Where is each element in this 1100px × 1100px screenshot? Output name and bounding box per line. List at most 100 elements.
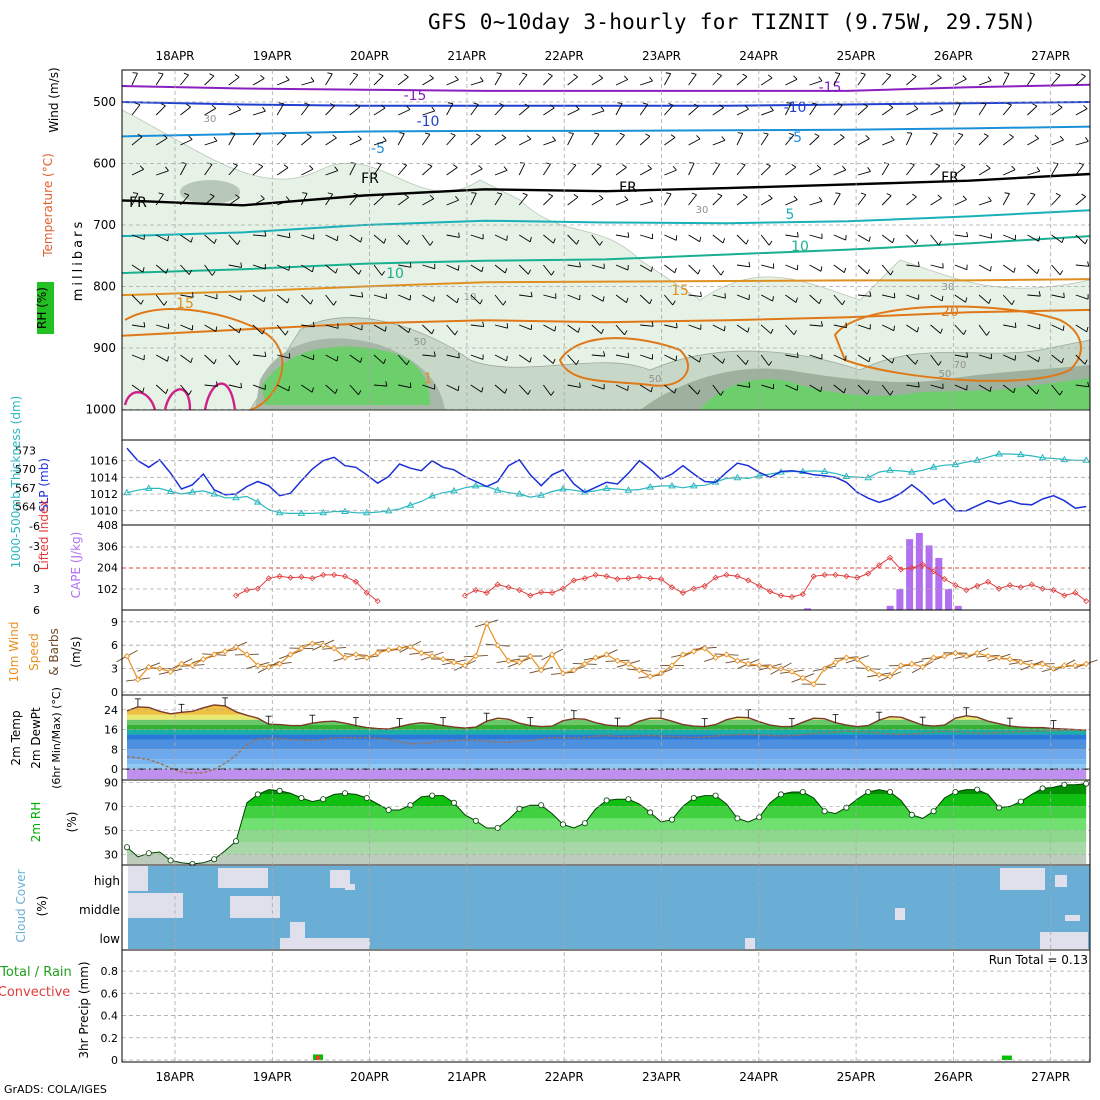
wind-barb	[744, 105, 749, 110]
wind-barb	[131, 384, 143, 393]
wind-barb	[627, 352, 630, 358]
thickness-tick-label: 573	[15, 444, 36, 457]
wind-speed-marker	[963, 652, 970, 660]
thickness-marker	[450, 486, 458, 494]
wind-barb	[543, 163, 551, 176]
wind-barb	[252, 234, 266, 237]
wind-barb	[422, 134, 431, 146]
wind-barb	[397, 164, 408, 176]
wind-barb	[494, 234, 507, 241]
wind-barb	[519, 324, 532, 331]
wind-barb	[446, 79, 459, 86]
wind-barb	[882, 294, 895, 299]
wind-barb	[1006, 102, 1012, 106]
wind-barb	[1027, 324, 1040, 330]
li-tick-label: -3	[29, 540, 40, 553]
pressure-tick-label: 800	[93, 280, 116, 294]
date-label-bottom: 25APR	[837, 1070, 876, 1084]
wind-barb	[769, 106, 774, 111]
wind-barb	[191, 292, 194, 298]
wind-barb	[688, 264, 699, 275]
wind-barb	[622, 164, 627, 168]
wind-barb	[550, 104, 555, 109]
wind-barb	[349, 106, 361, 116]
wind-barb	[373, 294, 387, 300]
wind-barb	[833, 354, 846, 361]
rh-marker	[778, 791, 785, 798]
thickness-marker	[406, 501, 415, 508]
wind-barb	[204, 107, 216, 116]
wind-barb	[553, 238, 556, 244]
wind-barb	[745, 359, 749, 365]
wind-barb	[1036, 268, 1040, 274]
wind-barb	[1038, 356, 1041, 362]
contour-label: 10	[386, 266, 404, 282]
wind-barb	[881, 264, 891, 276]
wind-barb	[591, 264, 605, 270]
wind-barb	[785, 324, 795, 335]
wind-barb	[1063, 292, 1065, 298]
wind-barb	[180, 294, 194, 298]
wind-barb	[470, 264, 483, 273]
wind-barb	[784, 103, 792, 116]
wind-barb	[772, 296, 774, 302]
wind-barb	[360, 237, 363, 243]
wind-barb	[1075, 354, 1086, 365]
wind-barb	[615, 384, 628, 391]
rh-marker	[690, 795, 697, 802]
wind-barb	[785, 354, 799, 358]
wind-barb	[424, 132, 430, 135]
temp-tick-label: 16	[104, 724, 118, 737]
ylabel-10m-wind: 10m Wind	[7, 622, 21, 683]
wind-barb	[552, 136, 556, 141]
wind-barb	[155, 384, 167, 395]
wind-barb	[649, 299, 653, 305]
wind-barb	[349, 234, 361, 243]
cape-tick-label: 306	[97, 540, 118, 553]
wind-barb	[204, 234, 215, 244]
temp-band	[127, 714, 1087, 720]
wind-barb	[1038, 291, 1041, 297]
wind-barb	[639, 294, 651, 305]
ylabel-speed: Speed	[27, 633, 41, 671]
wind-barb	[818, 76, 823, 82]
wind-barb	[736, 264, 750, 268]
wind-barb	[427, 163, 433, 167]
thickness-marker	[362, 508, 371, 516]
wind-speed-marker	[843, 654, 850, 661]
wind-barb	[1084, 239, 1088, 245]
wind-speed-marker	[287, 651, 294, 658]
wind-barb	[478, 165, 483, 170]
wind-barb	[142, 267, 145, 273]
rh-marker	[407, 802, 414, 809]
date-label-bottom: 26APR	[934, 1070, 973, 1084]
date-label-top: 24APR	[739, 49, 778, 63]
li-line	[235, 556, 1087, 602]
wind-barb	[791, 163, 797, 168]
wind-barb	[473, 102, 479, 105]
wind-barb	[664, 193, 672, 206]
wind-barb	[737, 132, 743, 134]
wind-barb	[664, 264, 676, 274]
precip-tick-label: 0.4	[101, 1010, 119, 1023]
wind-barb	[640, 324, 654, 327]
wind-speed-marker	[712, 654, 719, 661]
wind-barb	[615, 234, 629, 238]
wind-speed-marker	[385, 646, 392, 654]
wind-barb	[228, 197, 240, 206]
cape-bar	[803, 608, 811, 610]
wind-barb	[409, 262, 412, 268]
contour-label: FR	[941, 170, 959, 186]
cloud-clear-patch	[1000, 868, 1045, 890]
wind-barb	[664, 294, 674, 306]
wind-barb	[881, 107, 894, 116]
wind-barb	[1014, 322, 1017, 328]
wind-barb	[785, 234, 799, 238]
wind-barb	[591, 198, 604, 206]
wind-barb	[809, 264, 822, 272]
wind-barb	[835, 192, 841, 195]
thickness-marker	[886, 466, 894, 473]
wind-barb	[458, 352, 460, 358]
wind-barb	[252, 384, 266, 390]
wind-barb	[327, 72, 333, 75]
